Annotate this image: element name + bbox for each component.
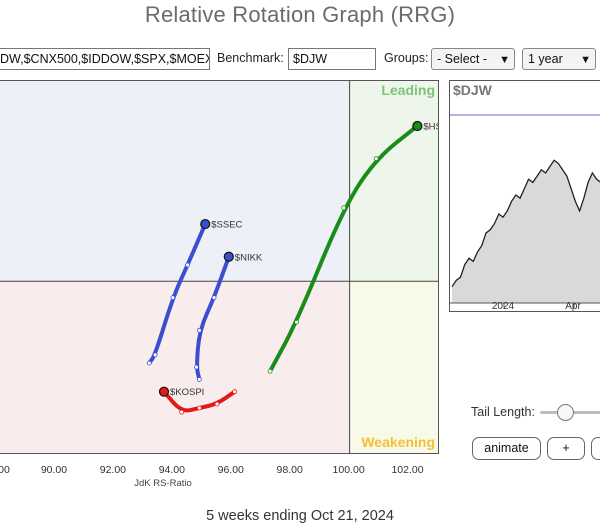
benchmark-x-tick-label: Apr <box>565 301 581 312</box>
benchmark-area <box>452 160 600 303</box>
series-head-nikk[interactable] <box>223 251 234 262</box>
x-tick-label: 94.00 <box>158 464 185 476</box>
series-point-ssec <box>152 352 158 358</box>
groups-select-value: - Select - <box>437 52 488 66</box>
series-tail-nikk[interactable] <box>195 254 231 382</box>
quadrant-leading <box>349 81 438 282</box>
series-point-ssec <box>146 360 152 366</box>
quadrant-weakening <box>349 281 438 453</box>
zoom-in-button[interactable]: + <box>547 437 585 460</box>
series-point-nikk <box>196 377 202 382</box>
rrg-canvas: Leading Weakening $HSI $SSEC $NIKK $KOSPI <box>0 81 438 453</box>
symbols-input[interactable]: DW,$CNX500,$IDDOW,$SPX,$MOEX <box>0 48 210 70</box>
benchmark-price-line <box>451 159 600 288</box>
series-head-hsi[interactable] <box>412 120 423 132</box>
benchmark-label: Benchmark: <box>217 51 284 65</box>
chevron-down-icon: ▼ <box>580 54 591 66</box>
series-point-ssec <box>185 262 190 268</box>
series-label-nikk: $NIKK <box>235 252 263 263</box>
series-point-hsi <box>341 205 347 211</box>
x-tick-label: 00 <box>0 464 10 476</box>
series-point-hsi <box>267 368 273 374</box>
rrg-plot[interactable]: Leading Weakening $HSI $SSEC $NIKK $KOSPI <box>0 80 439 454</box>
series-point-kospi <box>214 401 220 407</box>
groups-label: Groups: <box>384 51 429 65</box>
series-point-nikk <box>194 364 199 370</box>
series-point-kospi <box>196 405 202 411</box>
toolbar: DW,$CNX500,$IDDOW,$SPX,$MOEX Benchmark: … <box>0 48 600 72</box>
benchmark-canvas <box>450 114 600 308</box>
page-title: Relative Rotation Graph (RRG) <box>144 2 456 27</box>
chevron-down-icon: ▼ <box>499 54 510 66</box>
benchmark-chart: $DJW <box>449 80 600 312</box>
period-select[interactable]: 1 year ▼ <box>522 48 596 70</box>
series-point-hsi <box>373 156 379 162</box>
series-head-kospi[interactable] <box>158 386 170 397</box>
series-tail-ssec[interactable] <box>147 222 208 366</box>
series-head-ssec[interactable] <box>200 218 211 230</box>
x-tick-label: 100.00 <box>332 464 365 476</box>
x-tick-label: 92.00 <box>99 464 127 476</box>
x-axis-label: JdK RS-Ratio <box>134 478 192 489</box>
series-point-kospi <box>179 409 185 415</box>
x-tick-label: 90.00 <box>40 464 68 476</box>
quadrant-lagging <box>0 281 350 453</box>
series-point-hsi <box>294 319 299 325</box>
series-tail-hsi[interactable] <box>268 123 420 374</box>
tail-length-label: Tail Length: <box>471 405 535 419</box>
x-tick-label: 98.00 <box>276 464 303 476</box>
date-range-caption: 5 weeks ending Oct 21, 2024 <box>206 508 394 524</box>
series-point-ssec <box>170 295 176 301</box>
groups-select[interactable]: - Select - ▼ <box>431 48 515 70</box>
rrg-series-layer: $HSI $SSEC $NIKK $KOSPI <box>146 120 438 415</box>
series-point-nikk <box>211 295 217 301</box>
animate-button[interactable]: animate <box>472 437 541 460</box>
benchmark-input[interactable]: $DJW <box>288 48 376 70</box>
quadrant-leading-label: Leading <box>381 82 435 98</box>
benchmark-symbol-label: $DJW <box>453 82 492 98</box>
tail-length-slider-handle[interactable] <box>556 404 574 421</box>
series-point-kospi <box>232 389 238 395</box>
x-tick-label: 96.00 <box>217 464 244 476</box>
series-tail-kospi[interactable] <box>161 389 237 413</box>
x-tick-label: 102.00 <box>391 464 424 476</box>
series-point-nikk <box>196 327 202 333</box>
series-label-kospi: $KOSPI <box>170 387 204 398</box>
series-label-hsi: $HSI <box>423 121 438 132</box>
quadrant-improving <box>0 81 350 282</box>
benchmark-x-tick-label: 2024 <box>491 301 515 312</box>
zoom-out-button[interactable] <box>591 437 600 460</box>
quadrant-weakening-label: Weakening <box>361 434 435 450</box>
series-label-ssec: $SSEC <box>211 220 242 231</box>
period-select-value: 1 year <box>528 52 563 66</box>
